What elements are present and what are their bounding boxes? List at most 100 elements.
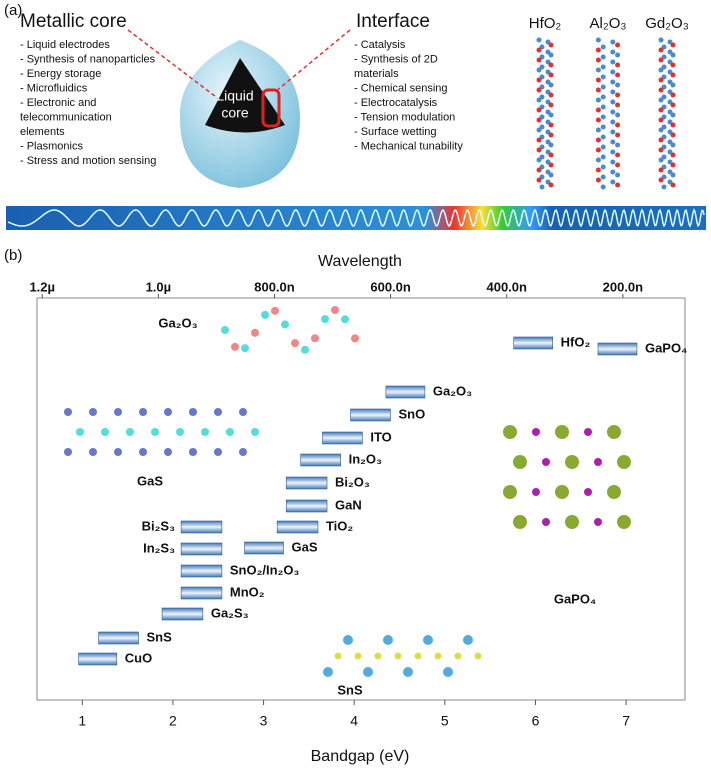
atom — [661, 184, 667, 190]
bar-label: SnO — [398, 406, 425, 421]
atom — [414, 652, 422, 660]
atom — [251, 428, 259, 436]
atom — [64, 408, 72, 416]
list-item: - Chemical sensing — [354, 82, 448, 94]
atom — [610, 129, 616, 135]
atom — [595, 127, 601, 133]
atom — [658, 127, 664, 133]
x-tick-label: 4 — [350, 713, 358, 729]
bar-label: Bi₂S₃ — [142, 518, 175, 533]
heading: Metallic core — [20, 11, 127, 32]
atom — [610, 89, 616, 95]
atom — [454, 652, 462, 660]
bar — [385, 385, 426, 399]
atom — [189, 408, 197, 416]
bar-label: Bi₂O₃ — [335, 474, 370, 489]
atom — [101, 428, 109, 436]
atom — [658, 77, 664, 83]
bar — [300, 453, 341, 467]
panel-label: (a) — [4, 2, 22, 19]
atom — [615, 82, 621, 88]
atom — [291, 339, 299, 348]
atom — [670, 52, 676, 58]
atom — [670, 72, 676, 78]
atom — [434, 652, 442, 660]
list-item: - Surface wetting — [354, 126, 437, 138]
bar — [161, 607, 204, 621]
atom — [600, 104, 606, 110]
atom — [548, 182, 554, 188]
atom — [615, 62, 621, 68]
atom — [536, 157, 542, 163]
atom — [610, 109, 616, 115]
atom — [214, 408, 222, 416]
atom — [610, 49, 616, 55]
atom — [443, 667, 453, 677]
list-item: - Liquid electrodes — [20, 39, 110, 51]
atom — [548, 122, 554, 128]
atom — [658, 177, 664, 183]
atom — [548, 132, 554, 138]
atom — [536, 37, 542, 43]
atom — [658, 107, 664, 113]
atom — [670, 82, 676, 88]
atom — [658, 157, 664, 163]
atom — [600, 94, 606, 100]
atom — [658, 167, 664, 173]
bar — [285, 476, 328, 490]
atom — [615, 142, 621, 148]
atom — [670, 162, 676, 168]
atom — [334, 652, 342, 660]
x-tick-label: 1 — [78, 713, 86, 729]
atom — [548, 142, 554, 148]
bar-label: Ga₂O₃ — [433, 383, 472, 398]
atom — [617, 455, 631, 469]
atom — [600, 144, 606, 150]
atom — [595, 117, 601, 123]
atom — [615, 102, 621, 108]
atom — [595, 97, 601, 103]
atom — [595, 157, 601, 163]
annotation: SnS — [337, 682, 363, 697]
atom — [615, 182, 621, 188]
atom — [595, 87, 601, 93]
bar-label: TiO₂ — [326, 518, 353, 533]
atom — [89, 408, 97, 416]
atom — [607, 425, 621, 439]
atom — [595, 37, 601, 43]
atom — [610, 169, 616, 175]
atom — [600, 64, 606, 70]
bar — [180, 520, 223, 534]
atom — [670, 142, 676, 148]
atom — [164, 408, 172, 416]
atom — [536, 147, 542, 153]
atom — [615, 52, 621, 58]
atom — [374, 652, 382, 660]
x2-tick-label: 800.0n — [254, 279, 295, 294]
bar-label: GaN — [335, 497, 362, 512]
bar — [276, 520, 319, 534]
atom — [311, 334, 319, 343]
atom — [594, 458, 602, 466]
list-item: - Microfluidics — [20, 82, 88, 94]
atom — [600, 124, 606, 130]
x2-tick-label: 1.0µ — [146, 279, 172, 294]
atom — [658, 117, 664, 123]
wave — [7, 208, 705, 228]
atom — [536, 47, 542, 53]
annotation: Ga₂O₃ — [158, 315, 197, 330]
atom — [584, 428, 592, 436]
atom — [542, 518, 550, 526]
atom — [610, 119, 616, 125]
atom — [474, 652, 482, 660]
bar-label: Ga₂S₃ — [211, 605, 249, 620]
heading: Interface — [356, 11, 430, 32]
atom — [658, 57, 664, 63]
atom — [600, 184, 606, 190]
oxide-label: Al₂O₃ — [590, 15, 627, 32]
atom — [615, 112, 621, 118]
atom — [536, 137, 542, 143]
atom — [600, 154, 606, 160]
atom — [548, 92, 554, 98]
atom — [615, 92, 621, 98]
